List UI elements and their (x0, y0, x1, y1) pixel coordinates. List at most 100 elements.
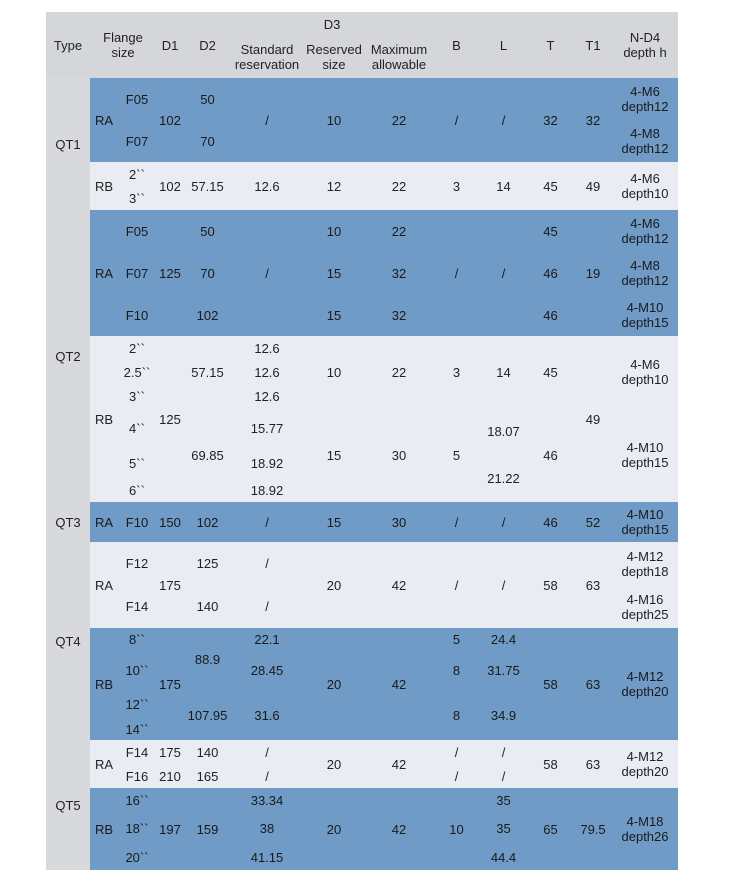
header-cell: L (480, 12, 527, 78)
table-cell: 18.07 (480, 408, 527, 455)
table-cell: 20 (303, 628, 365, 740)
table-cell: 32 (365, 294, 433, 336)
table-cell: 24.4 (480, 628, 527, 650)
table-cell: 41.15 (231, 844, 303, 870)
table-cell: 15 (303, 252, 365, 294)
table-cell: 63 (574, 542, 612, 628)
table-cell: 42 (365, 628, 433, 740)
table-cell: 45 (527, 336, 574, 408)
table-cell: 107.95 (184, 690, 231, 740)
table-cell: 70 (184, 120, 231, 162)
table-cell: 5 (433, 408, 480, 502)
table-cell: 49 (574, 162, 612, 210)
table-cell: 102 (156, 162, 184, 210)
table-cell: 18.92 (231, 478, 303, 502)
table-cell: QT1 (46, 78, 90, 210)
table-cell: / (231, 740, 303, 764)
table-cell: 4-M10 depth15 (612, 502, 678, 542)
table-cell: 15.77 (231, 408, 303, 448)
table-cell: F14 (118, 740, 156, 764)
table-cell: 10 (303, 336, 365, 408)
table-cell: 35 (480, 812, 527, 844)
header-cell: Reserved size (303, 36, 365, 78)
table-cell: 20 (303, 788, 365, 870)
table-cell: 125 (156, 210, 184, 336)
table-cell: 12 (303, 162, 365, 210)
table-cell: / (480, 542, 527, 628)
table-cell: 3 (433, 336, 480, 408)
table-cell: F05 (118, 78, 156, 120)
table-cell: RA (90, 78, 118, 162)
table-cell: 20`` (118, 844, 156, 870)
table-cell: 33.34 (231, 788, 303, 812)
table-cell: 50 (184, 78, 231, 120)
table-cell: 38 (231, 812, 303, 844)
table-cell: 15 (303, 408, 365, 502)
table-cell: 5`` (118, 448, 156, 478)
table-cell: 5 (433, 628, 480, 650)
table-cell: 4-M12 depth18 (612, 542, 678, 585)
table-cell: 4-M6 depth12 (612, 210, 678, 252)
table-cell: 4-M12 depth20 (612, 628, 678, 740)
table-cell: 10 (433, 788, 480, 870)
table-cell: / (433, 542, 480, 628)
table-cell: 16`` (118, 788, 156, 812)
header-cell: B (433, 12, 480, 78)
table-cell: RB (90, 788, 118, 870)
table-cell: 45 (527, 162, 574, 210)
table-cell: QT3 (46, 502, 90, 542)
table-cell: 12.6 (231, 162, 303, 210)
table-cell: 18.92 (231, 448, 303, 478)
table-cell: 22 (365, 162, 433, 210)
table-cell: 8`` (118, 628, 156, 650)
spec-table: Type Flange size D1 D2 D3 Standard reservatio… (46, 12, 678, 870)
table-cell: 140 (184, 585, 231, 628)
table-cell: / (433, 764, 480, 788)
table-cell: 10`` (118, 650, 156, 690)
table-cell: 12`` (118, 690, 156, 718)
table-cell: 49 (574, 336, 612, 502)
table-cell: 10 (303, 78, 365, 162)
header-cell: D1 (156, 12, 184, 78)
table-cell: 3`` (118, 186, 156, 210)
table-cell: 31.75 (480, 650, 527, 690)
table-cell: 125 (184, 542, 231, 585)
table-cell: 20 (303, 740, 365, 788)
header-cell: Type (46, 12, 90, 78)
table-cell: 52 (574, 502, 612, 542)
table-cell: RA (90, 542, 118, 628)
table-cell: / (433, 78, 480, 162)
table-cell: 10 (303, 210, 365, 252)
table-cell: 197 (156, 788, 184, 870)
table-cell: 175 (156, 542, 184, 628)
table-cell: / (480, 740, 527, 764)
table-cell: 46 (527, 252, 574, 294)
table-cell: 8 (433, 650, 480, 690)
table-cell: 35 (480, 788, 527, 812)
table-cell: 22 (365, 336, 433, 408)
table-cell: 63 (574, 740, 612, 788)
table-cell: 4-M6 depth12 (612, 78, 678, 120)
table-cell: RA (90, 502, 118, 542)
table-cell: / (433, 740, 480, 764)
table-cell: 31.6 (231, 690, 303, 740)
table-cell: RA (90, 740, 118, 788)
table-cell: 30 (365, 502, 433, 542)
table-cell: 30 (365, 408, 433, 502)
table-cell: QT2 (46, 210, 90, 502)
table-cell: 42 (365, 788, 433, 870)
table-cell: 79.5 (574, 788, 612, 870)
header-cell: T (527, 12, 574, 78)
table-cell: 4-M8 depth12 (612, 120, 678, 162)
table-cell: 21.22 (480, 455, 527, 502)
table-cell: / (231, 585, 303, 628)
table-cell: 19 (574, 210, 612, 336)
table-cell: 28.45 (231, 650, 303, 690)
table-cell: 45 (527, 210, 574, 252)
table-cell: / (231, 78, 303, 162)
table-cell: 12.6 (231, 384, 303, 408)
table-cell: 102 (184, 294, 231, 336)
table-cell: 46 (527, 408, 574, 502)
table-cell: 4-M6 depth10 (612, 162, 678, 210)
table-cell: / (231, 210, 303, 336)
